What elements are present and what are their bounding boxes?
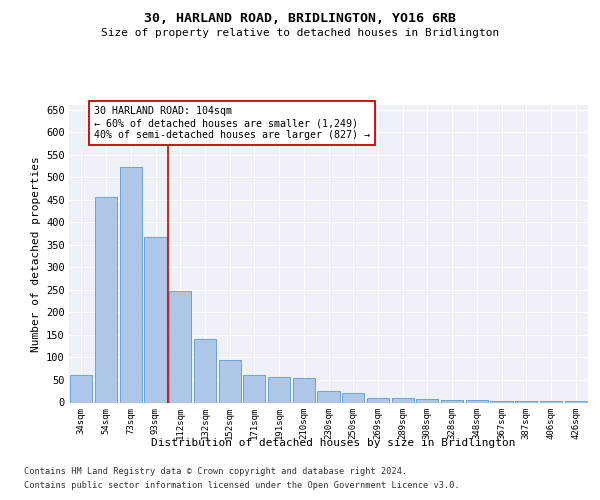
Y-axis label: Number of detached properties: Number of detached properties: [31, 156, 41, 352]
Bar: [70, 374, 92, 402]
Bar: [392, 398, 414, 402]
Bar: [565, 400, 587, 402]
Text: Size of property relative to detached houses in Bridlington: Size of property relative to detached ho…: [101, 28, 499, 38]
Bar: [145, 236, 167, 402]
Bar: [268, 377, 290, 402]
Text: 30 HARLAND ROAD: 104sqm
← 60% of detached houses are smaller (1,249)
40% of semi: 30 HARLAND ROAD: 104sqm ← 60% of detache…: [94, 106, 370, 140]
Bar: [194, 340, 216, 402]
Bar: [441, 400, 463, 402]
Bar: [490, 400, 512, 402]
Text: Contains public sector information licensed under the Open Government Licence v3: Contains public sector information licen…: [24, 481, 460, 490]
Bar: [540, 400, 562, 402]
Bar: [243, 376, 265, 402]
Bar: [416, 400, 439, 402]
Bar: [119, 167, 142, 402]
Bar: [466, 400, 488, 402]
Bar: [317, 391, 340, 402]
Text: 30, HARLAND ROAD, BRIDLINGTON, YO16 6RB: 30, HARLAND ROAD, BRIDLINGTON, YO16 6RB: [144, 12, 456, 26]
Bar: [515, 400, 538, 402]
Bar: [218, 360, 241, 403]
Bar: [169, 291, 191, 403]
Bar: [342, 392, 364, 402]
Bar: [367, 398, 389, 402]
Bar: [293, 378, 315, 402]
Text: Distribution of detached houses by size in Bridlington: Distribution of detached houses by size …: [151, 438, 515, 448]
Bar: [95, 196, 117, 402]
Text: Contains HM Land Registry data © Crown copyright and database right 2024.: Contains HM Land Registry data © Crown c…: [24, 468, 407, 476]
